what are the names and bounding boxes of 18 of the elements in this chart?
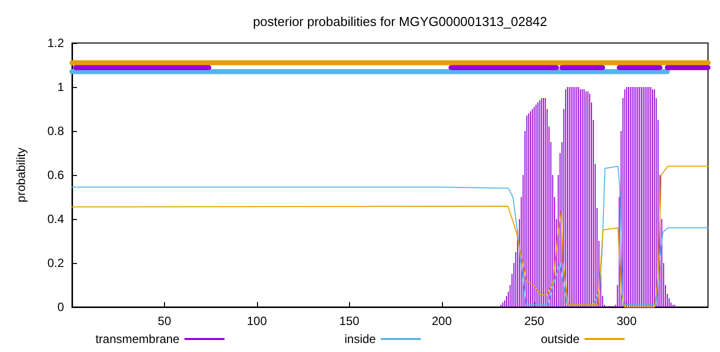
y-axis-title: probability <box>14 148 28 202</box>
legend-label: transmembrane <box>95 332 180 346</box>
y-tick-label: 0.6 <box>47 168 64 182</box>
legend-label: inside <box>344 332 376 346</box>
y-tick-label: 1.2 <box>47 36 64 50</box>
x-tick-label: 150 <box>339 314 360 328</box>
x-tick-label: 50 <box>158 314 172 328</box>
x-tick-label: 100 <box>246 314 268 328</box>
x-tick-label: 250 <box>524 314 545 328</box>
y-tick-label: 1 <box>57 80 64 94</box>
y-tick-label: 0 <box>57 300 64 314</box>
chart-title: posterior probabilities for MGYG000001313_02842 <box>252 14 548 29</box>
y-tick-label: 0.8 <box>47 124 64 138</box>
y-tick-label: 0.2 <box>47 256 64 270</box>
y-tick-label: 0.4 <box>47 212 64 226</box>
x-tick-label: 300 <box>616 314 637 328</box>
legend-label: outside <box>540 332 580 346</box>
x-tick-label: 200 <box>432 314 452 328</box>
